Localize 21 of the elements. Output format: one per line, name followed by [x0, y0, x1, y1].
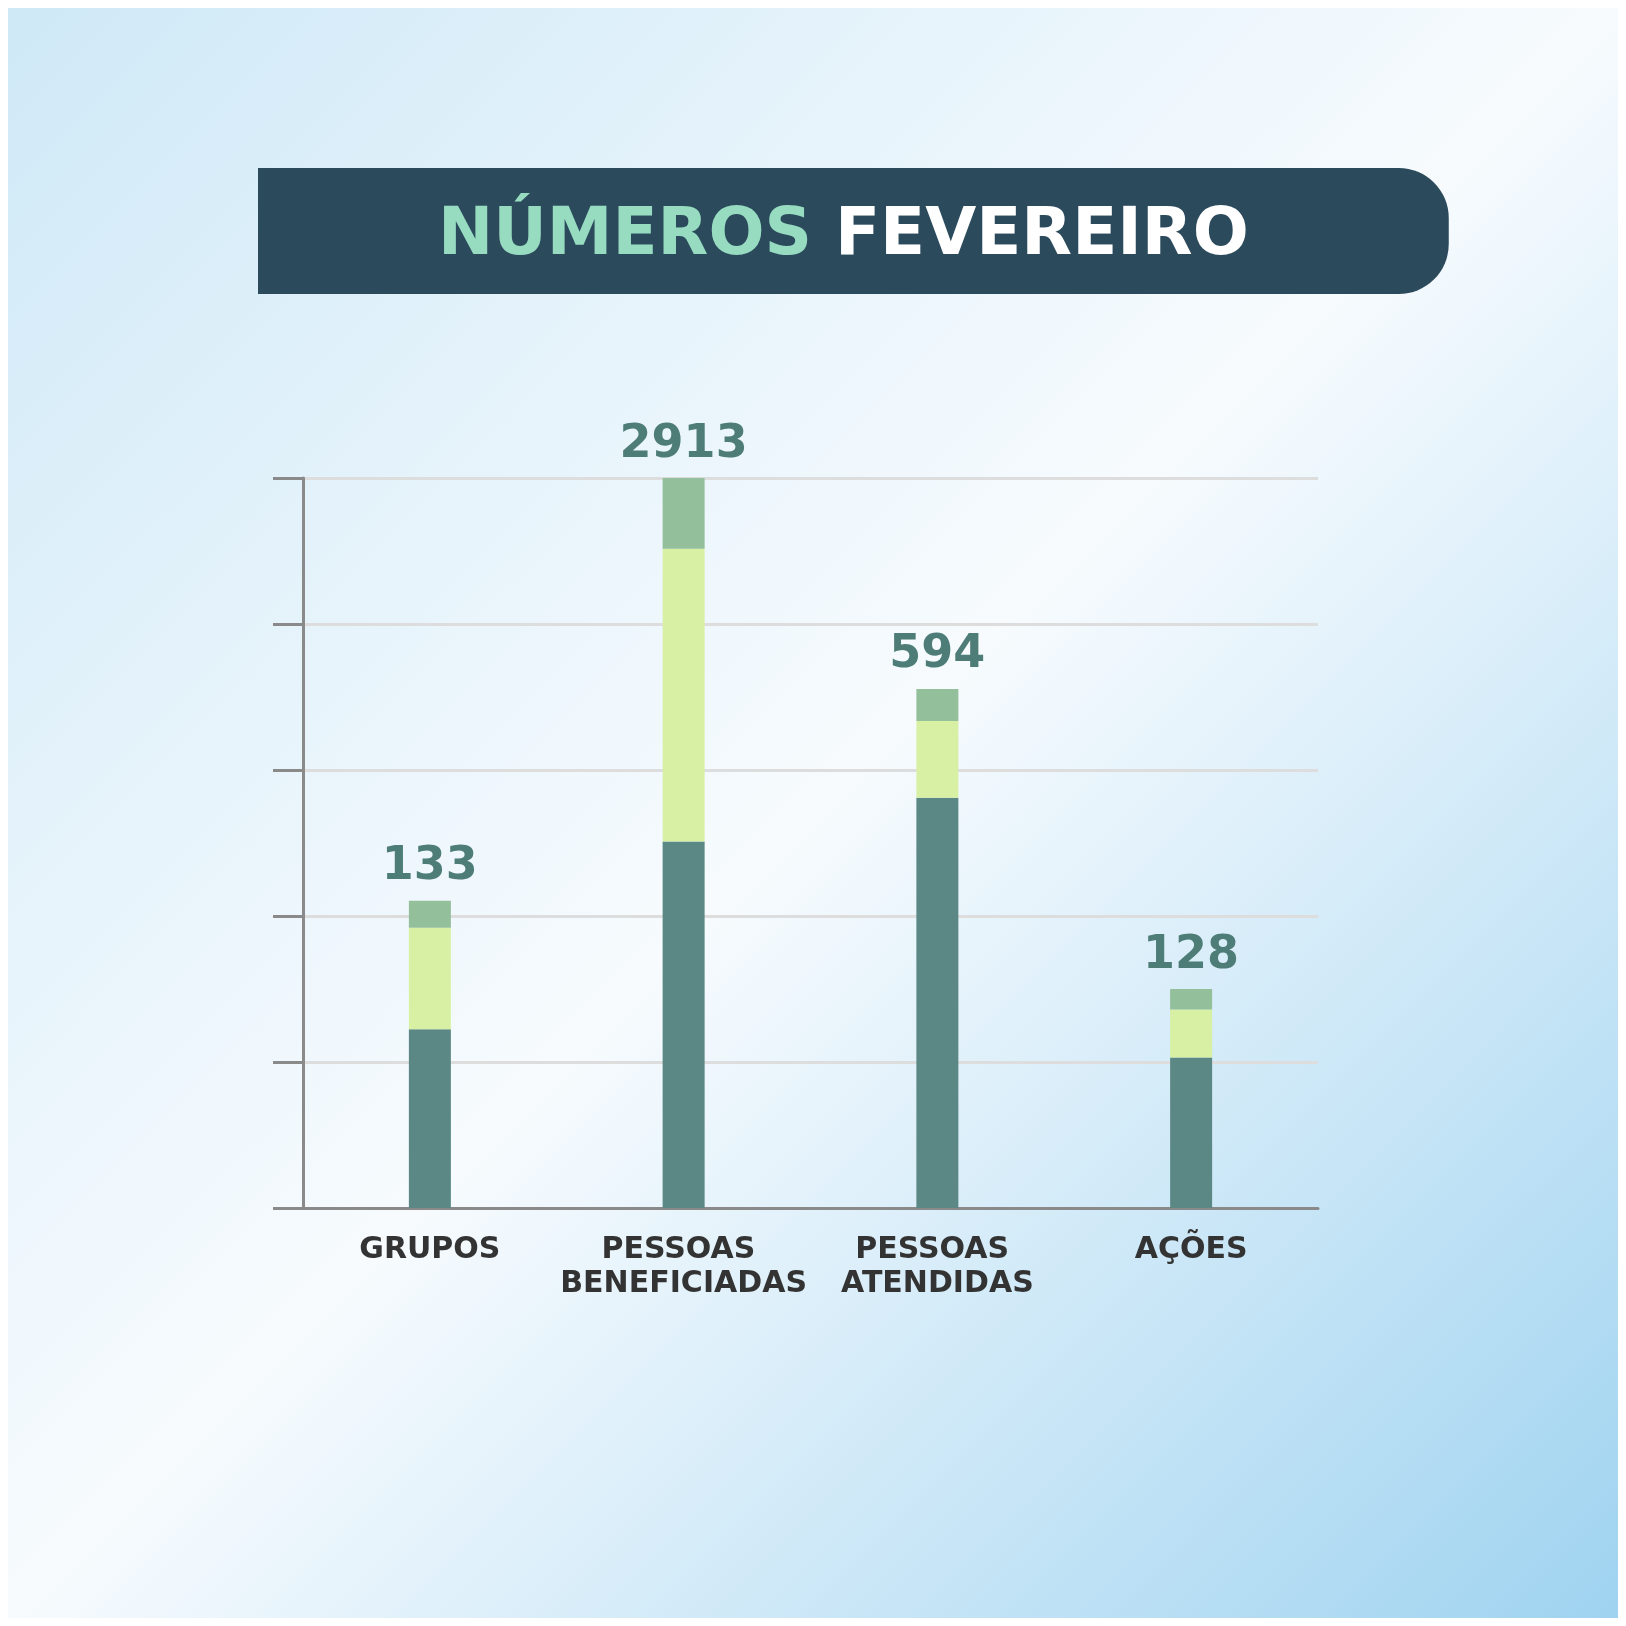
x-tick-label: PESSOAS ATENDIDAS: [841, 1229, 1034, 1299]
bar: [916, 797, 959, 1208]
annotation: 128: [1143, 924, 1240, 979]
chart-title: NÚMEROS FEVEREIRO: [438, 192, 1249, 270]
bar: [408, 927, 451, 1030]
bar: [662, 548, 705, 842]
bar: [1170, 1009, 1213, 1058]
x-tick-label: AÇÕES: [1134, 1228, 1248, 1265]
bar: [662, 841, 705, 1208]
bar: [1170, 989, 1213, 1010]
bar: [916, 721, 959, 798]
bar: [408, 900, 451, 928]
bar: [1170, 1057, 1213, 1208]
annotation: 2913: [619, 413, 748, 468]
annotation: 133: [381, 836, 478, 891]
x-tick-label: GRUPOS: [359, 1229, 501, 1265]
bar: [662, 478, 705, 549]
x-tick-label: PESSOAS BENEFICIADAS: [560, 1229, 807, 1299]
bar: [916, 688, 959, 722]
bar: [408, 1029, 451, 1208]
annotation: 594: [889, 624, 986, 679]
